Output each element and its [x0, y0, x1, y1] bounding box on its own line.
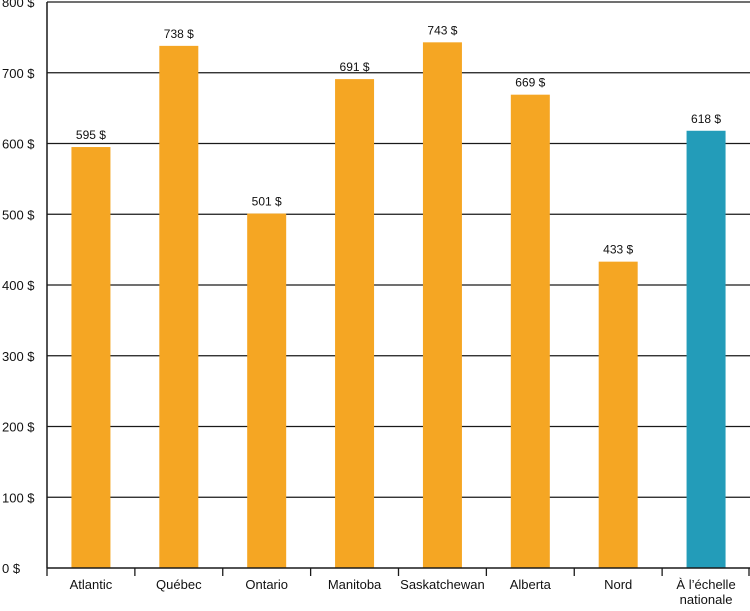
- bars: [71, 42, 726, 569]
- y-tick-label: 500 $: [2, 207, 35, 222]
- category-label: Ontario: [245, 577, 288, 592]
- y-tick-label: 800 $: [2, 0, 35, 10]
- bar: [247, 213, 287, 569]
- bar: [335, 79, 375, 569]
- bar: [159, 45, 199, 569]
- bar-value-label: 595 $: [76, 128, 106, 142]
- bar-value-labels: 595 $ 738 $ 501 $ 691 $ 743 $ 669 $ 433 $ 618 $: [76, 23, 721, 256]
- x-axis-category-labels: Atlantic Québec Ontario Manitoba Saskatchewa…: [70, 577, 736, 607]
- category-label: Atlantic: [70, 577, 113, 592]
- bar-value-label: 669 $: [515, 76, 545, 90]
- bar: [422, 42, 462, 568]
- bar: [71, 147, 111, 568]
- category-label: Saskatchewan: [400, 577, 485, 592]
- y-tick-label: 300 $: [2, 349, 35, 364]
- y-tick-label: 600 $: [2, 137, 35, 152]
- category-label: Québec: [156, 577, 202, 592]
- bar: [686, 130, 726, 568]
- category-label: À l’échelle: [676, 577, 735, 592]
- bar-value-label: 618 $: [691, 112, 721, 126]
- y-axis-tick-labels: 0 $ 100 $ 200 $ 300 $ 400 $ 500 $ 600 $ 700 $ 80…: [2, 0, 35, 576]
- bar: [598, 261, 638, 568]
- bar-value-label: 738 $: [164, 27, 194, 41]
- bar-value-label: 501 $: [252, 195, 282, 209]
- category-label: Alberta: [510, 577, 552, 592]
- category-label: Nord: [604, 577, 632, 592]
- category-label: Manitoba: [328, 577, 382, 592]
- gridlines: [47, 1, 750, 498]
- y-tick-label: 400 $: [2, 278, 35, 293]
- y-tick-label: 100 $: [2, 490, 35, 505]
- bar: [510, 94, 550, 569]
- y-tick-label: 700 $: [2, 66, 35, 81]
- bar-value-label: 691 $: [340, 60, 370, 74]
- category-label: nationale: [680, 592, 733, 607]
- y-tick-label: 0 $: [2, 561, 21, 576]
- bar-value-label: 743 $: [427, 23, 457, 37]
- y-tick-label: 200 $: [2, 420, 35, 435]
- axes: [46, 2, 750, 576]
- bar-value-label: 433 $: [603, 243, 633, 257]
